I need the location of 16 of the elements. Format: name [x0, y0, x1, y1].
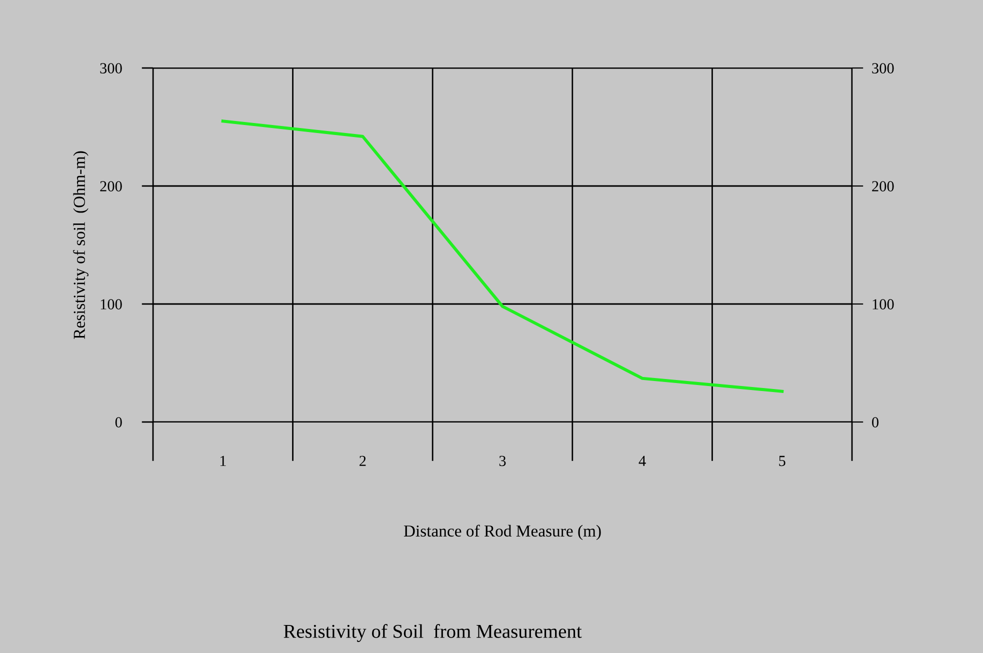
y2-tick-label: 100 [872, 299, 894, 310]
x-tick-label: 4 [638, 456, 646, 466]
y-tick-label: 0 [115, 417, 122, 428]
y-tick-label: 200 [100, 181, 122, 192]
y-tick-label: 300 [100, 63, 122, 74]
y2-tick-label: 200 [872, 181, 894, 192]
x-tick-label: 1 [220, 456, 226, 466]
y2-tick-label: 300 [872, 63, 894, 74]
x-tick-label: 5 [779, 456, 786, 466]
y-tick-label: 100 [100, 299, 122, 310]
x-tick-label: 2 [360, 456, 366, 466]
x-axis-title: Distance of Rod Measure (m) [404, 524, 601, 540]
text: Resistivity of Soil from Measurement [284, 624, 582, 642]
y2-tick-label: 0 [872, 417, 878, 428]
y-axis-title: Resistivity of soil (Ohm-m) [73, 151, 88, 339]
x-tick-label: 3 [499, 456, 506, 466]
